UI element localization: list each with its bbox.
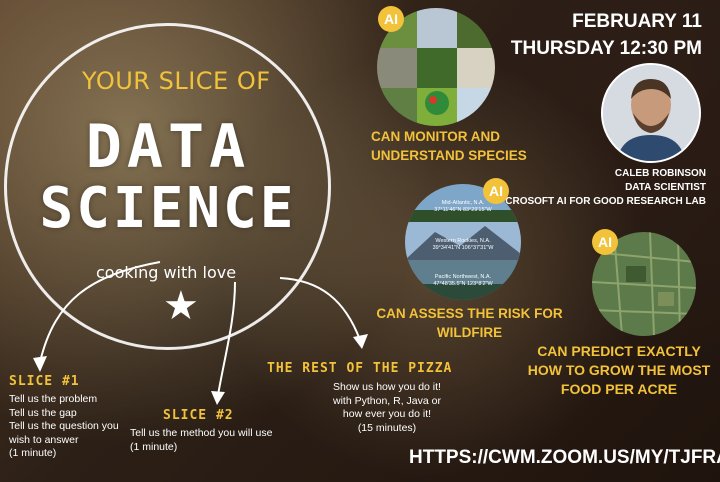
ai-badge-food: AI xyxy=(592,229,618,255)
slice-rest: THE REST OF THE PIZZA Show us how you do… xyxy=(267,361,477,435)
ai-badge-species: AI xyxy=(378,6,404,32)
slice-rest-line: how ever you do it! xyxy=(342,408,432,420)
arrow-slice2 xyxy=(217,281,236,396)
arrowhead-pizza xyxy=(353,334,368,349)
map-coord-3: 47°48'35.5"N 123°8'2"W xyxy=(433,281,493,287)
arrowhead-slice1 xyxy=(33,356,47,372)
zoom-link[interactable]: HTTPS://CWM.ZOOM.US/MY/TJFRAZIER xyxy=(409,447,720,468)
slice-1-heading: SLICE #1 xyxy=(9,374,80,389)
slice-1-line: wish to answer xyxy=(9,433,79,446)
slice-rest-line: Show us how you do it! xyxy=(333,381,441,393)
event-day-time: THURSDAY 12:30 PM xyxy=(510,38,702,59)
slice-rest-line: (15 minutes) xyxy=(357,421,417,434)
speaker-name: CALEB ROBINSON xyxy=(614,168,706,179)
map-coord-2: 39°34'41"N 106°37'31"W xyxy=(432,245,494,251)
slice-2-heading: SLICE #2 xyxy=(163,408,234,423)
slice-1-line: (1 minute) xyxy=(9,447,57,459)
map-label-1: Mid-Atlantic, N.A. xyxy=(441,200,485,206)
speaker-org: MICROSOFT AI FOR GOOD RESEARCH LAB xyxy=(494,196,706,207)
speaker-info: CALEB ROBINSON DATA SCIENTIST MICROSOFT … xyxy=(494,167,706,209)
arrow-pizza xyxy=(279,277,361,341)
title-ring xyxy=(4,23,331,350)
slice-1-line: Tell us the gap xyxy=(9,406,77,419)
caption-food: CAN PREDICT EXACTLY HOW TO GROW THE MOST… xyxy=(527,343,711,397)
caption-species: CAN MONITOR AND UNDERSTAND SPECIES xyxy=(371,129,527,163)
speaker-avatar xyxy=(601,63,701,163)
slice-2: SLICE #2 Tell us the method you will use… xyxy=(130,408,300,454)
slice-1-line: Tell us the problem xyxy=(9,393,98,405)
event-date-block: FEBRUARY 11 THURSDAY 12:30 PM xyxy=(511,8,702,62)
map-label-3: Pacific Northwest, N.A. xyxy=(434,274,492,280)
map-coord-1: 37°11'46"N 83°29'15"W xyxy=(434,207,492,213)
ai-badge-wildfire: AI xyxy=(483,178,509,204)
title-science: SCIENCE xyxy=(39,176,297,241)
caption-wildfire: CAN ASSESS THE RISK FOR WILDFIRE xyxy=(376,306,563,340)
person-icon xyxy=(603,65,699,161)
arrowhead-slice2 xyxy=(211,391,225,405)
title-small: YOUR SLICE OF xyxy=(82,67,271,95)
map-label-2: Western Rockies, N.A. xyxy=(435,238,491,244)
star-icon: ★ xyxy=(163,283,199,329)
arrow-slice1 xyxy=(39,261,161,363)
slice-rest-heading: THE REST OF THE PIZZA xyxy=(267,361,453,376)
slice-2-line: Tell us the method you will use xyxy=(130,427,273,439)
slice-1: SLICE #1 Tell us the problem Tell us the… xyxy=(9,374,159,461)
slice-rest-line: with Python, R, Java or xyxy=(333,394,441,407)
event-date: FEBRUARY 11 xyxy=(572,11,702,32)
title-data: DATA xyxy=(85,112,251,182)
slice-2-line: (1 minute) xyxy=(130,440,178,453)
slice-1-line: Tell us the question you xyxy=(9,420,119,432)
speaker-role: DATA SCIENTIST xyxy=(625,182,706,193)
